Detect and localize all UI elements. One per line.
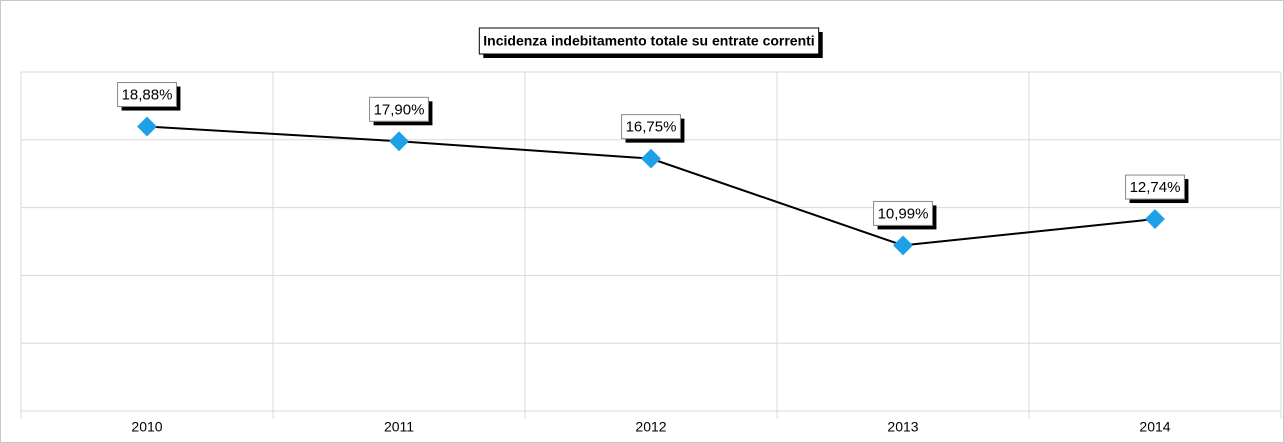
x-tick-label: 2012	[635, 419, 666, 435]
label-frame	[873, 200, 933, 226]
x-tick-label: 2013	[887, 419, 918, 435]
marker	[389, 131, 409, 152]
x-tick-label: 2010	[131, 419, 162, 435]
data-label: 18,88%	[122, 87, 173, 104]
data-label: 16,75%	[626, 119, 677, 136]
x-tick-label: 2011	[384, 419, 414, 435]
title-frame	[478, 27, 820, 55]
label-frame	[621, 114, 681, 140]
data-label: 17,90%	[374, 101, 425, 118]
data-label: 10,99%	[878, 205, 929, 222]
chart-title: Incidenza indebitamento totale su entrat…	[483, 33, 814, 49]
title-box: Incidenza indebitamento totale su entrat…	[478, 27, 823, 58]
data-label: 12,74%	[1130, 179, 1181, 196]
marker	[137, 116, 157, 137]
marker	[1145, 209, 1165, 229]
label-frame	[369, 96, 429, 122]
x-tick-label: 2014	[1139, 419, 1170, 435]
label-frame	[117, 82, 177, 108]
label-frame	[1125, 174, 1185, 200]
